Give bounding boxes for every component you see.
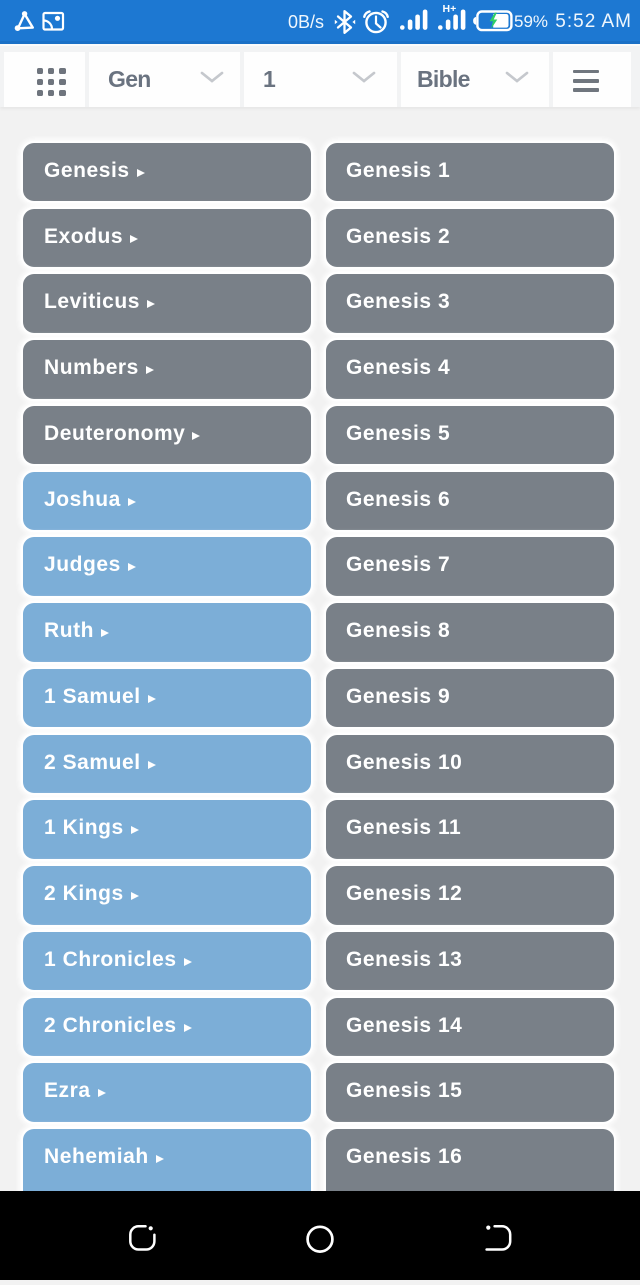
svg-text:H+: H+	[443, 3, 457, 15]
